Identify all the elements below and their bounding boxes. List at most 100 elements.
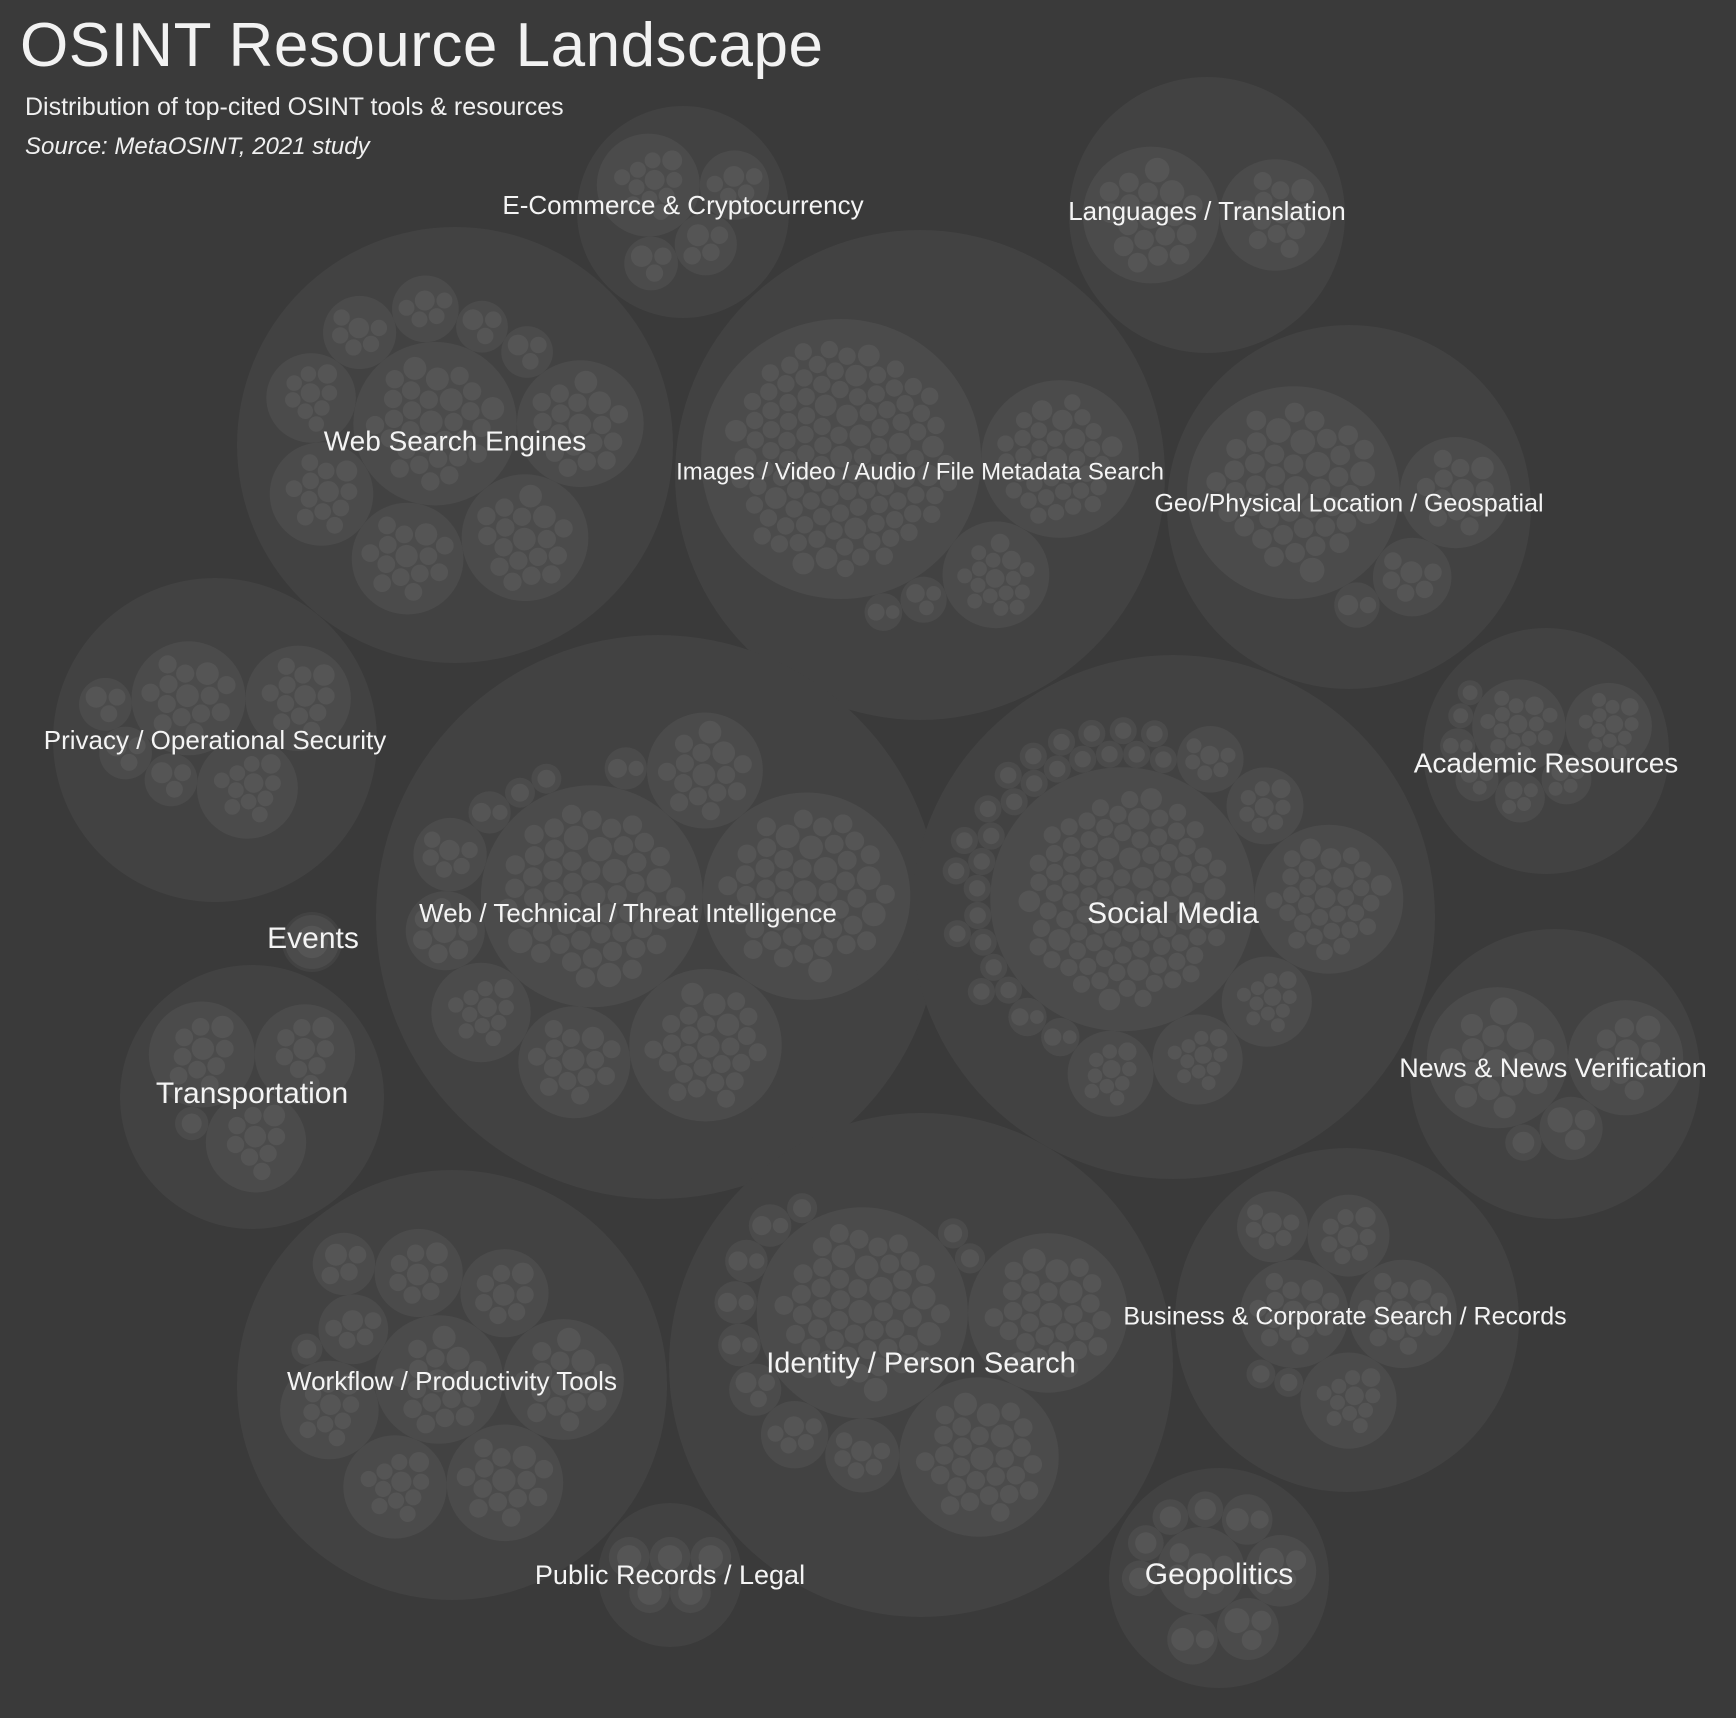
resource-bubble[interactable]: [1001, 1402, 1020, 1422]
resource-bubble[interactable]: [1026, 775, 1043, 792]
resource-bubble[interactable]: [1370, 875, 1392, 896]
resource-bubble[interactable]: [533, 505, 556, 529]
resource-bubble[interactable]: [813, 857, 838, 881]
resource-bubble[interactable]: [371, 1498, 388, 1515]
resource-bubble[interactable]: [717, 765, 736, 785]
resource-bubble[interactable]: [334, 1412, 352, 1430]
resource-bubble[interactable]: [398, 299, 415, 316]
resource-bubble[interactable]: [1070, 923, 1088, 941]
resource-bubble[interactable]: [1316, 1385, 1332, 1401]
resource-bubble[interactable]: [857, 931, 877, 951]
resource-bubble[interactable]: [1190, 865, 1209, 884]
resource-bubble[interactable]: [1182, 195, 1203, 215]
resource-bubble[interactable]: [462, 1006, 478, 1023]
resource-bubble[interactable]: [1029, 1348, 1048, 1367]
resource-bubble[interactable]: [900, 1251, 920, 1271]
resource-bubble[interactable]: [1306, 928, 1323, 946]
resource-bubble[interactable]: [1002, 550, 1021, 570]
resource-bubble[interactable]: [1053, 733, 1070, 751]
resource-bubble[interactable]: [512, 1445, 536, 1470]
resource-bubble[interactable]: [544, 1020, 563, 1038]
resource-bubble[interactable]: [1072, 975, 1091, 993]
resource-bubble[interactable]: [858, 1340, 878, 1360]
subgroup-bubble[interactable]: [900, 576, 947, 623]
resource-bubble[interactable]: [1433, 449, 1452, 468]
resource-bubble[interactable]: [1578, 714, 1593, 729]
resource-bubble[interactable]: [1104, 930, 1122, 948]
resource-bubble[interactable]: [662, 150, 683, 171]
resource-bubble[interactable]: [1316, 943, 1333, 961]
resource-bubble[interactable]: [332, 327, 349, 344]
resource-bubble[interactable]: [383, 389, 403, 409]
resource-bubble[interactable]: [1030, 507, 1047, 524]
resource-bubble[interactable]: [413, 930, 433, 950]
resource-bubble[interactable]: [1182, 965, 1200, 983]
resource-bubble[interactable]: [296, 508, 314, 526]
resource-bubble[interactable]: [557, 1327, 581, 1352]
resource-bubble[interactable]: [1365, 1388, 1381, 1404]
resource-bubble[interactable]: [786, 1324, 805, 1344]
resource-bubble[interactable]: [1225, 481, 1246, 502]
resource-bubble[interactable]: [414, 523, 438, 546]
resource-bubble[interactable]: [1226, 438, 1247, 459]
resource-bubble[interactable]: [436, 292, 453, 309]
resource-bubble[interactable]: [644, 152, 661, 169]
resource-bubble[interactable]: [509, 551, 528, 570]
resource-bubble[interactable]: [1186, 821, 1204, 839]
resource-bubble[interactable]: [543, 860, 563, 881]
resource-bubble[interactable]: [1263, 973, 1278, 987]
resource-bubble[interactable]: [1467, 498, 1486, 517]
resource-bubble[interactable]: [939, 473, 958, 492]
resource-bubble[interactable]: [1009, 1352, 1029, 1371]
resource-bubble[interactable]: [1321, 1236, 1338, 1253]
resource-bubble[interactable]: [1299, 557, 1325, 583]
resource-bubble[interactable]: [320, 1376, 337, 1393]
resource-bubble[interactable]: [1517, 797, 1532, 811]
resource-bubble[interactable]: [267, 1127, 286, 1146]
resource-bubble[interactable]: [1084, 1083, 1100, 1099]
resource-bubble[interactable]: [1278, 1323, 1297, 1341]
resource-bubble[interactable]: [612, 922, 632, 943]
resource-bubble[interactable]: [619, 902, 639, 923]
resource-bubble[interactable]: [380, 429, 400, 448]
resource-bubble[interactable]: [1090, 479, 1107, 496]
resource-bubble[interactable]: [442, 1389, 461, 1409]
resource-bubble[interactable]: [188, 1060, 207, 1079]
resource-bubble[interactable]: [1493, 723, 1509, 739]
resource-bubble[interactable]: [550, 1372, 575, 1396]
resource-bubble[interactable]: [1316, 428, 1337, 449]
resource-bubble[interactable]: [1433, 489, 1452, 508]
resource-bubble[interactable]: [1430, 1292, 1448, 1311]
resource-bubble[interactable]: [973, 853, 990, 870]
resource-bubble[interactable]: [1596, 1029, 1617, 1049]
resource-bubble[interactable]: [422, 849, 439, 866]
resource-bubble[interactable]: [720, 187, 737, 205]
resource-bubble[interactable]: [1089, 1052, 1104, 1068]
resource-bubble[interactable]: [934, 1425, 953, 1445]
resource-bubble[interactable]: [494, 538, 513, 557]
resource-bubble[interactable]: [1070, 1258, 1089, 1277]
resource-bubble[interactable]: [200, 1075, 219, 1094]
resource-bubble[interactable]: [448, 448, 468, 467]
category-web-technical-threat-intelligence[interactable]: [376, 635, 940, 1199]
resource-bubble[interactable]: [1206, 472, 1227, 492]
resource-bubble[interactable]: [1331, 1378, 1347, 1394]
resource-bubble[interactable]: [773, 948, 793, 968]
resource-bubble[interactable]: [1113, 888, 1135, 910]
resource-bubble[interactable]: [498, 999, 514, 1016]
resource-bubble[interactable]: [706, 1073, 725, 1092]
resource-bubble[interactable]: [1138, 204, 1163, 229]
resource-bubble[interactable]: [492, 804, 508, 821]
resource-bubble[interactable]: [1052, 409, 1073, 431]
resource-bubble[interactable]: [613, 836, 634, 856]
resource-bubble[interactable]: [1264, 546, 1284, 567]
resource-bubble[interactable]: [1415, 580, 1434, 599]
resource-bubble[interactable]: [317, 481, 339, 503]
resource-bubble[interactable]: [449, 940, 469, 960]
category-events[interactable]: [282, 912, 342, 972]
resource-bubble[interactable]: [717, 1089, 736, 1108]
resource-bubble[interactable]: [1136, 890, 1154, 908]
resource-bubble[interactable]: [688, 787, 708, 806]
resource-bubble[interactable]: [848, 388, 867, 406]
resource-bubble[interactable]: [1194, 1046, 1212, 1064]
